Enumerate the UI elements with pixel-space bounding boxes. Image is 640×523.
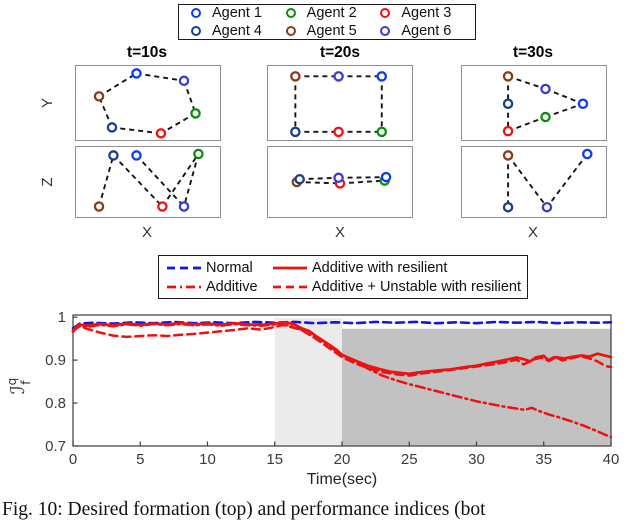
svg-text:0.8: 0.8	[45, 395, 66, 412]
chart-legend-label: Additive with resilient	[312, 259, 448, 276]
agent-legend-label: Agent 1	[212, 4, 262, 21]
formation-panel-t30-y	[461, 65, 607, 141]
agent-legend-label: Agent 4	[212, 22, 262, 39]
agent-legend-item: Agent 3	[380, 6, 475, 21]
agent-legend: Agent 1 Agent 2 Agent 3 Agent 4 Agent 5 …	[178, 4, 476, 40]
formation-panel-t30-z	[461, 146, 607, 218]
subplot-title-t10: t=10s	[126, 44, 168, 61]
svg-text:35: 35	[535, 451, 552, 468]
agent-3-marker-icon	[380, 8, 391, 18]
x-axis-label-col1: X	[141, 224, 152, 241]
chart-legend-label: Additive	[206, 278, 258, 295]
svg-text:0.7: 0.7	[45, 438, 66, 455]
svg-text:ℐqf: ℐqf	[5, 378, 33, 395]
agent-legend-label: Agent 2	[306, 4, 357, 21]
chart-legend-item: Normal	[165, 260, 271, 276]
x-axis-label-col3: X	[527, 224, 538, 241]
subplot-title-t20: t=20s	[319, 44, 361, 61]
agent-legend-item: Agent 1	[191, 6, 286, 21]
subplot-title-t30: t=30s	[512, 44, 554, 61]
chart-legend-item: Additive + Unstable with resilient	[271, 279, 521, 295]
agent-2-marker-icon	[285, 8, 296, 18]
svg-text:25: 25	[401, 451, 418, 468]
svg-text:1: 1	[58, 309, 66, 326]
chart-legend-item: Additive with resilient	[271, 260, 447, 276]
agent-legend-label: Agent 5	[306, 22, 357, 39]
z-axis-row-label: Z	[39, 177, 56, 187]
agent-legend-label: Agent 6	[401, 22, 452, 39]
formation-panel-t10-z	[75, 146, 221, 218]
agent-5-marker-icon	[285, 26, 296, 36]
svg-text:0: 0	[69, 451, 77, 468]
formation-panel-t20-z	[267, 146, 413, 218]
agent-legend-item: Agent 6	[380, 24, 475, 39]
agent-legend-item: Agent 5	[285, 22, 381, 39]
svg-text:40: 40	[603, 451, 620, 468]
performance-index-chart: 0 5 10 15 20 25 30 35 40 0.7 0.8 0.9 1 Time(sec) ℐqf	[5, 309, 620, 488]
svg-text:20: 20	[334, 451, 351, 468]
additive-resilient-line-sample-icon	[273, 266, 307, 269]
formation-panel-t10-y	[75, 65, 221, 141]
agent-legend-item: Agent 2	[285, 4, 381, 21]
chart-legend-row: Additive Additive + Unstable with resili…	[165, 277, 521, 296]
figure-caption: Fig. 10: Desired formation (top) and per…	[2, 499, 486, 520]
svg-text:0.9: 0.9	[45, 352, 66, 369]
formation-panel-t20-y	[267, 65, 413, 141]
agent-legend-label: Agent 3	[401, 4, 452, 21]
additive-line-sample-icon	[167, 285, 201, 288]
svg-text:5: 5	[136, 451, 144, 468]
agent-6-marker-icon	[380, 26, 391, 36]
agent-4-marker-icon	[191, 26, 201, 36]
chart-legend-row: Normal Additive with resilient	[165, 258, 521, 277]
chart-legend-item: Additive	[165, 279, 271, 295]
normal-line-sample-icon	[167, 266, 201, 269]
chart-legend-label: Normal	[206, 259, 253, 276]
chart-legend-label: Additive + Unstable with resilient	[311, 278, 521, 295]
agent-legend-item: Agent 4	[191, 24, 286, 39]
svg-text:30: 30	[468, 451, 485, 468]
chart-legend: Normal Additive with resilient Additive …	[158, 255, 528, 299]
x-axis-label-col2: X	[334, 224, 345, 241]
svg-text:15: 15	[266, 451, 283, 468]
agent-1-marker-icon	[191, 8, 201, 18]
additive-unstable-line-sample-icon	[272, 285, 307, 288]
svg-text:10: 10	[199, 451, 216, 468]
svg-text:Time(sec): Time(sec)	[307, 471, 378, 488]
y-axis-row-label: Y	[39, 98, 56, 109]
